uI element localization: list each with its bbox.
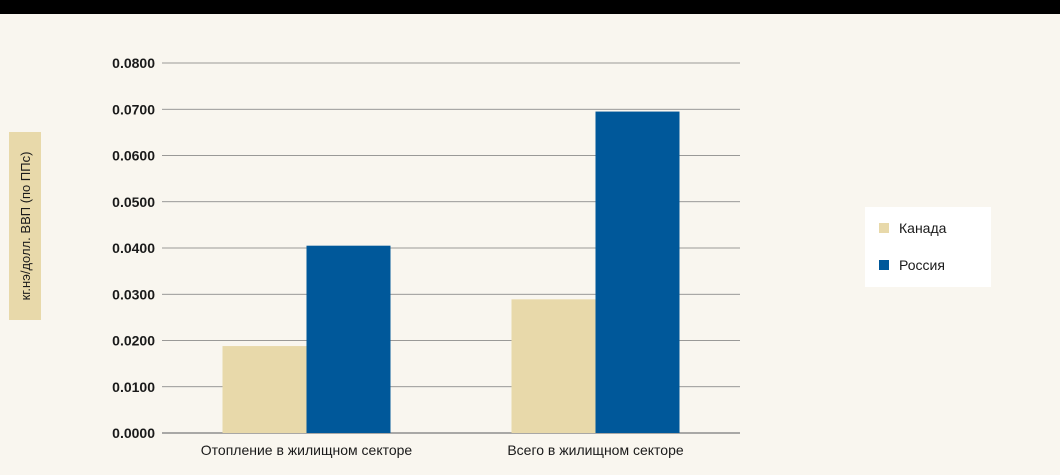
top-bar: [0, 0, 1060, 14]
y-tick-label: 0.0000: [112, 425, 155, 441]
bar: [306, 245, 391, 433]
y-tick-label: 0.0700: [112, 101, 155, 117]
legend-swatch-canada: [879, 223, 889, 233]
y-tick-label: 0.0200: [112, 333, 155, 349]
y-tick-label: 0.0400: [112, 240, 155, 256]
legend: Канада Россия: [865, 207, 991, 287]
legend-swatch-russia: [879, 260, 889, 270]
y-axis-ticks: 0.0000 0.0100 0.0200 0.0300 0.0400 0.0500 0.06…: [112, 55, 155, 441]
y-tick-label: 0.0800: [112, 55, 155, 71]
y-tick-label: 0.0600: [112, 148, 155, 164]
x-category-label: Всего в жилищном секторе: [507, 442, 684, 458]
bar: [595, 111, 680, 433]
legend-label-russia: Россия: [899, 257, 945, 273]
x-category-label: Отопление в жилищном секторе: [201, 442, 413, 458]
x-axis-categories: Отопление в жилищном секторе Всего в жили…: [201, 442, 684, 458]
bar: [222, 346, 307, 433]
legend-item-russia: Россия: [879, 257, 945, 273]
y-tick-label: 0.0500: [112, 194, 155, 210]
legend-label-canada: Канада: [899, 220, 947, 236]
y-axis-label-group: кг.нэ/долл. ВВП (по ППс): [9, 132, 41, 320]
legend-item-canada: Канада: [879, 220, 946, 236]
y-axis-label-box: [9, 132, 41, 320]
y-tick-label: 0.0100: [112, 379, 155, 395]
bars: [222, 111, 680, 433]
bar: [511, 299, 596, 433]
y-axis-label: кг.нэ/долл. ВВП (по ППс): [18, 152, 33, 301]
y-tick-label: 0.0300: [112, 286, 155, 302]
